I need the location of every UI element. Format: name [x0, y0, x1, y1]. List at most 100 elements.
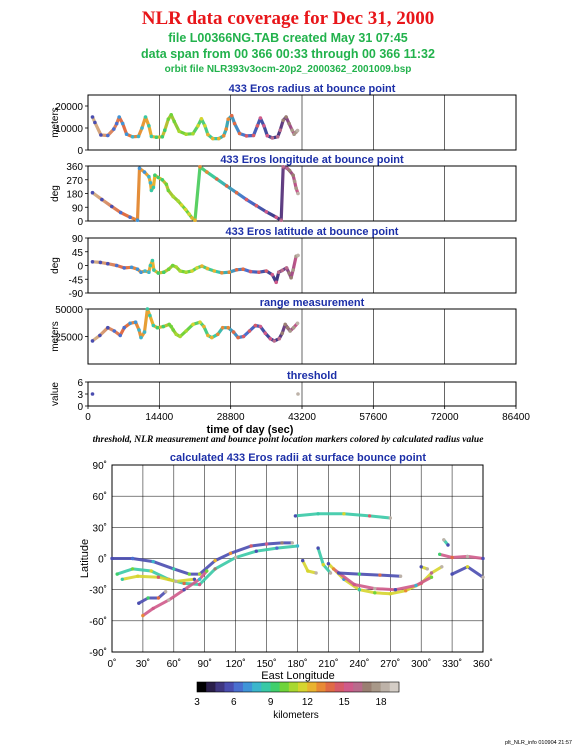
x-tick-label: 86400 — [502, 412, 530, 423]
data-point — [133, 320, 138, 325]
data-point — [244, 134, 249, 138]
data-point — [296, 191, 300, 196]
data-point — [120, 121, 125, 126]
data-point — [244, 197, 249, 202]
data-point — [149, 188, 154, 193]
data-point — [226, 117, 230, 121]
bounce-point — [156, 596, 161, 600]
map-y-tick-label: 60˚ — [93, 491, 107, 503]
panel-title: threshold — [287, 370, 337, 382]
bounce-point — [264, 542, 269, 546]
y-tick-label: 90 — [72, 203, 84, 214]
data-point — [210, 335, 214, 340]
bounce-point — [414, 583, 418, 588]
data-point — [193, 218, 197, 222]
y-axis-label: deg — [50, 257, 61, 274]
data-point — [270, 136, 275, 140]
data-point — [247, 329, 252, 333]
data-point — [184, 329, 188, 333]
data-point — [283, 322, 288, 327]
data-point — [135, 218, 140, 222]
data-point — [253, 323, 258, 328]
data-point — [90, 190, 95, 195]
data-point — [169, 113, 173, 117]
data-point — [90, 260, 95, 264]
bounce-point — [481, 556, 485, 561]
data-point — [162, 270, 166, 275]
data-point — [150, 258, 155, 263]
data-point — [156, 175, 161, 180]
data-point — [203, 124, 207, 128]
data-point — [130, 135, 135, 139]
data-point — [142, 170, 147, 174]
data-point — [296, 253, 300, 258]
colorbar-swatch — [362, 682, 372, 692]
data-point — [191, 322, 195, 327]
colorbar-tick-label: 12 — [302, 697, 314, 708]
bounce-point — [314, 571, 318, 575]
bounce-point — [331, 567, 336, 571]
bounce-point — [149, 569, 153, 573]
bounce-point — [429, 571, 434, 575]
series-line — [90, 307, 300, 343]
bounce-point — [213, 567, 217, 571]
data-point — [177, 129, 181, 134]
y-tick-label: -45 — [69, 275, 84, 286]
bounce-point — [450, 555, 454, 560]
bounce-point — [429, 575, 434, 579]
colorbar-swatch — [380, 682, 391, 692]
data-point — [90, 339, 95, 343]
bounce-point — [275, 546, 279, 550]
data-point — [112, 329, 117, 333]
data-point — [147, 270, 151, 275]
bounce-point — [249, 544, 253, 548]
x-tick-label: 57600 — [359, 412, 387, 423]
data-point — [190, 216, 194, 220]
bounce-point — [197, 577, 202, 581]
data-point — [291, 268, 295, 272]
data-point — [161, 324, 166, 329]
data-point — [145, 307, 150, 311]
data-point — [212, 269, 217, 273]
data-point — [258, 324, 263, 329]
colorbar-tick-label: 15 — [339, 697, 351, 708]
data-point — [122, 266, 126, 270]
data-point — [112, 127, 116, 131]
bounce-point — [136, 574, 140, 578]
colorbar-swatch — [307, 682, 317, 692]
ground-track — [332, 567, 433, 592]
bounce-point — [172, 567, 176, 571]
bounce-point — [393, 588, 398, 592]
bounce-point — [213, 558, 217, 563]
map-x-tick-label: 300˚ — [411, 658, 431, 670]
data-point — [118, 210, 123, 215]
data-point — [287, 121, 291, 126]
y-tick-label: 25000 — [55, 333, 83, 344]
data-point — [187, 212, 191, 216]
data-point — [221, 133, 226, 138]
panel-title: 433 Eros radius at bounce point — [229, 83, 396, 95]
data-point — [237, 131, 242, 136]
ground-track — [438, 552, 485, 560]
data-point — [106, 133, 110, 138]
y-tick-label: 50000 — [55, 305, 83, 316]
y-tick-label: -90 — [69, 289, 84, 300]
data-point — [174, 265, 178, 269]
data-point — [258, 116, 263, 120]
data-point — [184, 270, 188, 275]
data-point — [100, 197, 104, 202]
colorbar-swatch — [261, 682, 271, 692]
data-point — [137, 328, 141, 332]
colorbar-swatch — [224, 682, 235, 692]
x-axis-label: time of day (sec) — [207, 424, 294, 436]
footer-stamp: plt_NLR_info 010904 21:57 — [505, 740, 572, 746]
map-y-tick-label: -60˚ — [89, 616, 107, 628]
bounce-point — [465, 554, 470, 559]
bounce-point — [182, 581, 186, 586]
data-point — [198, 165, 202, 169]
data-point — [231, 330, 236, 334]
data-point — [171, 194, 175, 199]
data-point — [176, 199, 180, 203]
data-point — [257, 270, 261, 275]
